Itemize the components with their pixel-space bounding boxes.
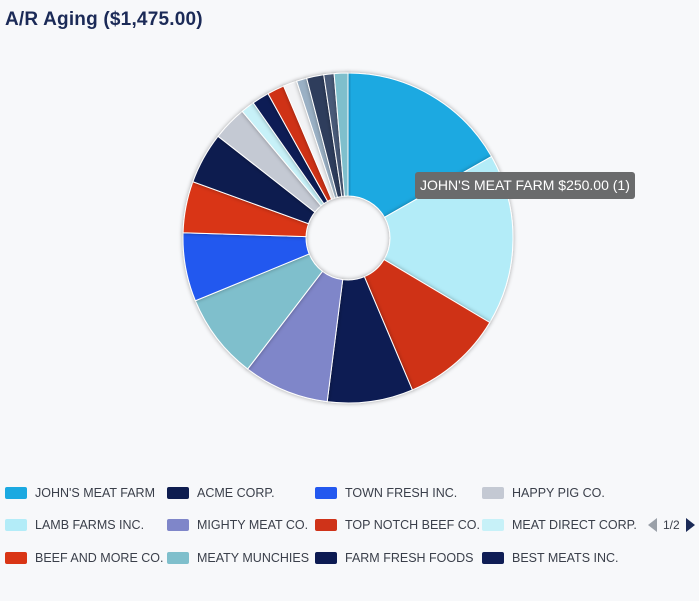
legend-label: BEST MEATS INC. [512, 551, 619, 565]
legend-label: LAMB FARMS INC. [35, 518, 145, 532]
pie-slice-17[interactable] [333, 72, 349, 197]
legend-swatch [482, 552, 504, 564]
chevron-right-icon[interactable] [685, 518, 695, 532]
legend-label: FARM FRESH FOODS [345, 551, 474, 565]
legend-item[interactable]: BEEF AND MORE CO. [5, 551, 164, 565]
legend-swatch [167, 519, 189, 531]
chart-tooltip: JOHN'S MEAT FARM $250.00 (1) [415, 172, 635, 199]
legend-swatch [5, 552, 27, 564]
legend-label: JOHN'S MEAT FARM [35, 486, 155, 500]
legend-item[interactable]: JOHN'S MEAT FARM [5, 486, 155, 500]
legend-item[interactable]: MEATY MUNCHIES [167, 551, 309, 565]
legend-swatch [315, 487, 337, 499]
legend-item[interactable]: FARM FRESH FOODS [315, 551, 473, 565]
legend-label: MEATY MUNCHIES [197, 551, 310, 565]
legend-swatch [167, 552, 189, 564]
legend-label: MIGHTY MEAT CO. [197, 518, 309, 532]
legend-label: TOP NOTCH BEEF CO. [345, 518, 480, 532]
legend-page-indicator: 1/2 [663, 518, 680, 532]
legend-item[interactable]: ACME CORP. [167, 486, 275, 500]
legend-swatch [482, 487, 504, 499]
legend-swatch [315, 519, 337, 531]
chevron-left-icon[interactable] [648, 518, 657, 532]
legend-label: ACME CORP. [197, 486, 275, 500]
legend-label: TOWN FRESH INC. [345, 486, 458, 500]
legend-item[interactable]: LAMB FARMS INC. [5, 518, 144, 532]
legend-item[interactable]: BEST MEATS INC. [482, 551, 619, 565]
legend-swatch [5, 487, 27, 499]
legend-item[interactable]: TOP NOTCH BEEF CO. [315, 518, 480, 532]
page-title: A/R Aging ($1,475.00) [5, 9, 203, 30]
legend-label: BEEF AND MORE CO. [35, 551, 164, 565]
legend-label: HAPPY PIG CO. [512, 486, 605, 500]
legend-label: MEAT DIRECT CORP. [512, 518, 637, 532]
legend-pager[interactable]: 1/2 [648, 518, 695, 532]
legend-swatch [482, 519, 504, 531]
legend-item[interactable]: MEAT DIRECT CORP. [482, 518, 637, 532]
legend-item[interactable]: MIGHTY MEAT CO. [167, 518, 308, 532]
legend-swatch [5, 519, 27, 531]
legend-item[interactable]: TOWN FRESH INC. [315, 486, 457, 500]
legend-swatch [167, 487, 189, 499]
legend-item[interactable]: HAPPY PIG CO. [482, 486, 605, 500]
pie-slice-top-notch-beef-co[interactable] [363, 258, 491, 391]
legend-swatch [315, 552, 337, 564]
pie-slice-john-s-meat-farm[interactable] [347, 72, 493, 218]
donut-chart[interactable] [0, 0, 699, 460]
